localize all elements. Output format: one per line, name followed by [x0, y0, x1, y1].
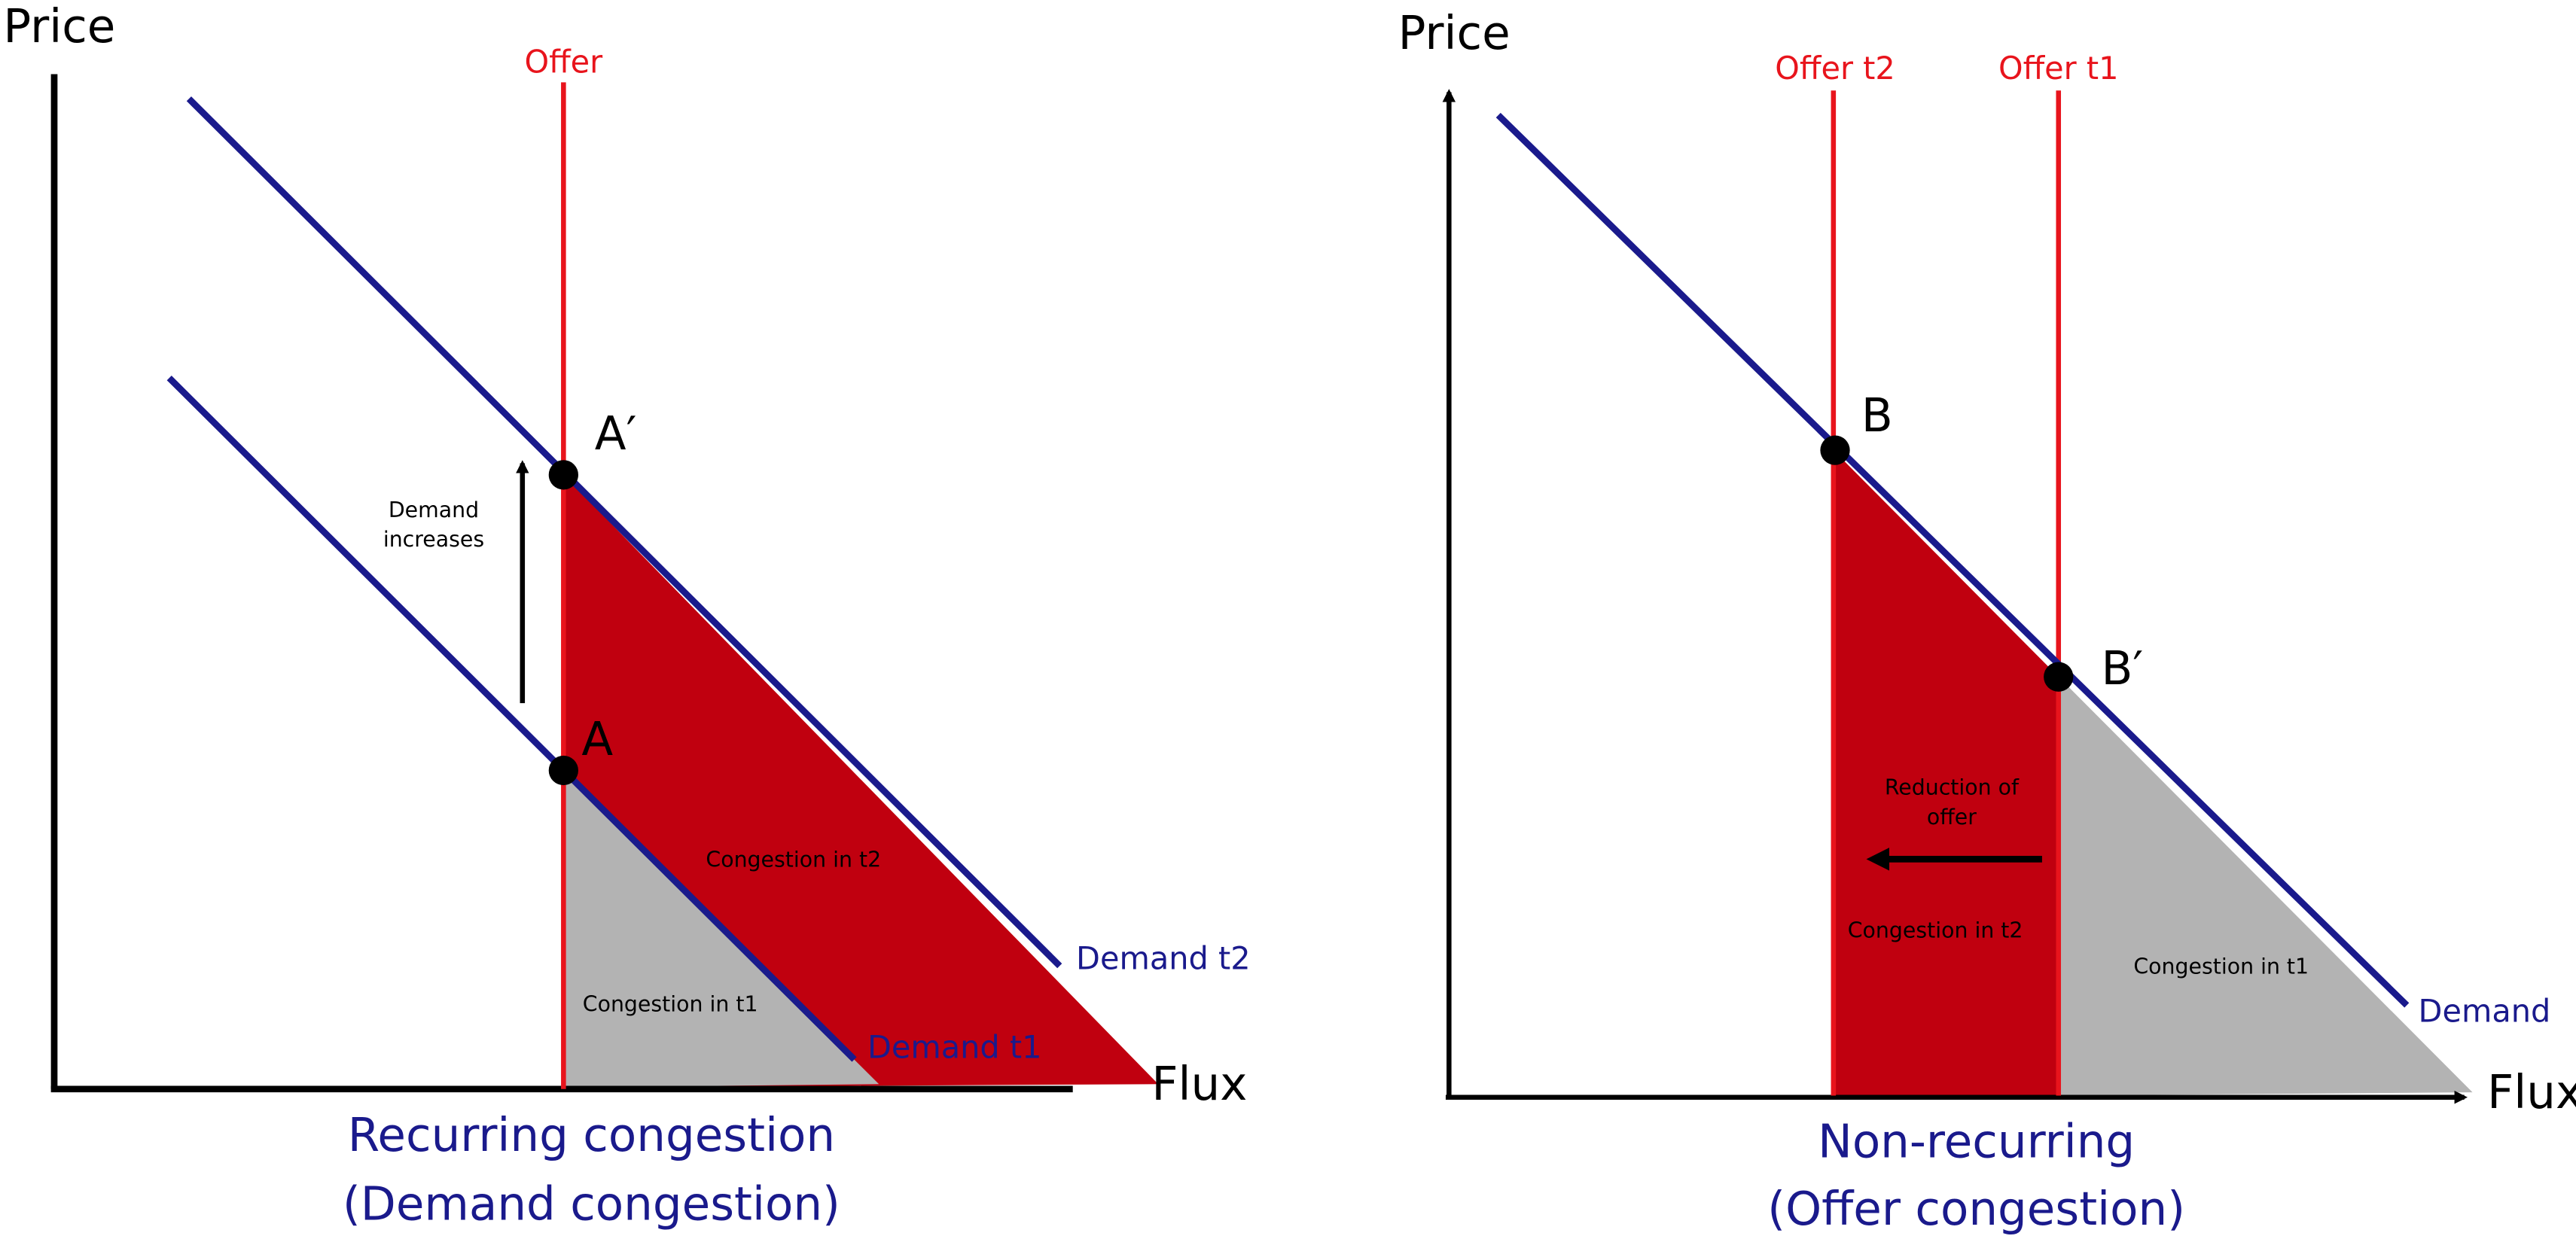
- panel-title: (Demand congestion): [343, 1177, 840, 1231]
- annotation: increases: [383, 527, 484, 552]
- point-label: A′: [595, 407, 637, 461]
- demand-label: Demand t1: [867, 1029, 1042, 1065]
- x-axis-label: Flux: [2487, 1066, 2576, 1119]
- area-t1: [2058, 677, 2473, 1096]
- area-label: Congestion in t2: [706, 848, 881, 872]
- demand-t1-line: [166, 376, 857, 1062]
- demand-label: Demand t2: [1076, 941, 1251, 977]
- x-axis-label: Flux: [1151, 1058, 1247, 1111]
- offer-label: Offer t1: [1998, 50, 2118, 87]
- annotation: offer: [1927, 805, 1977, 830]
- right-panel: Price Flux Offer t2 Offer t1 B B′ Reduct…: [1398, 7, 2576, 1236]
- demand-label: Demand: [2419, 993, 2551, 1029]
- point-label: B′: [2101, 642, 2143, 696]
- point: [548, 460, 578, 490]
- point-label: A: [581, 713, 613, 766]
- point: [1820, 435, 1850, 465]
- y-axis-label: Price: [1398, 7, 1511, 60]
- area-label: Congestion in t1: [583, 992, 758, 1017]
- demand-line: [1495, 112, 2410, 1008]
- demand-t2-line: [186, 96, 1062, 969]
- y-axis-label: Price: [3, 0, 115, 53]
- left-panel: Price Flux Offer A′ A Demand increases C…: [3, 0, 1250, 1231]
- offer-label: Offer: [524, 44, 603, 80]
- annotation: Reduction of: [1885, 775, 2020, 800]
- area-t2: [1833, 450, 2059, 1096]
- area-label: Congestion in t1: [2133, 954, 2309, 979]
- offer-label: Offer t2: [1775, 50, 1895, 87]
- panel-title: Recurring congestion: [348, 1109, 835, 1162]
- panel-title: (Offer congestion): [1767, 1183, 2185, 1236]
- area-label: Congestion in t2: [1848, 918, 2023, 942]
- annotation: Demand: [389, 498, 479, 522]
- point-label: B: [1861, 389, 1893, 443]
- point: [548, 755, 578, 786]
- panel-title: Non-recurring: [1818, 1116, 2135, 1169]
- point: [2044, 662, 2074, 692]
